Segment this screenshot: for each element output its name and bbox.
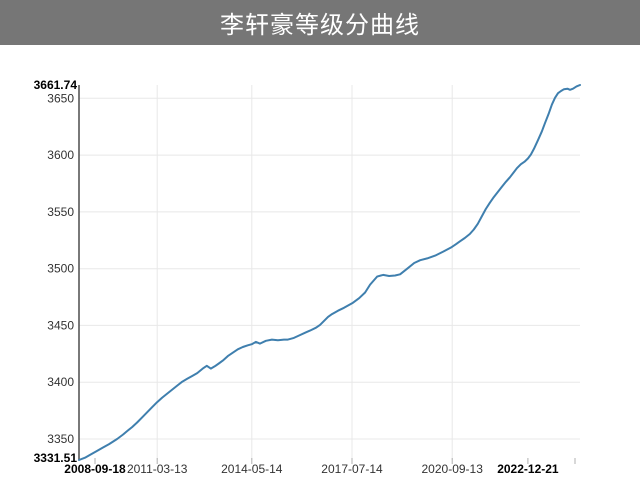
x-tick-marks bbox=[94, 458, 576, 464]
grid-lines bbox=[79, 85, 580, 460]
y-tick-label: 3550 bbox=[47, 205, 74, 219]
y-tick-label: 3500 bbox=[47, 262, 74, 276]
y-tick-label: 3350 bbox=[47, 432, 74, 446]
y-min-label: 3331.51 bbox=[34, 451, 78, 465]
y-tick-label: 3450 bbox=[47, 318, 74, 332]
x-tick-label: 2017-07-14 bbox=[321, 462, 383, 476]
y-tick-label: 3600 bbox=[47, 148, 74, 162]
y-tick-label: 3650 bbox=[47, 91, 74, 105]
y-max-label: 3661.74 bbox=[34, 78, 78, 92]
title-bar: 李轩豪等级分曲线 bbox=[0, 0, 640, 45]
rating-line bbox=[78, 84, 581, 461]
x-tick-label: 2008-09-18 bbox=[64, 462, 126, 476]
chart-title: 李轩豪等级分曲线 bbox=[220, 12, 420, 39]
x-axis-labels: 2008-09-18 2011-03-13 2014-05-14 2017-07-14… bbox=[64, 462, 559, 476]
y-tick-label: 3400 bbox=[47, 375, 74, 389]
x-tick-label: 2011-03-13 bbox=[127, 462, 188, 476]
x-tick-label: 2014-05-14 bbox=[221, 462, 283, 476]
x-tick-label: 2020-09-13 bbox=[422, 462, 484, 476]
x-tick-label: 2022-12-21 bbox=[497, 462, 559, 476]
chart-area: 3350 3400 3450 3500 3550 3600 3650 3661.74 3331.… bbox=[0, 45, 640, 501]
